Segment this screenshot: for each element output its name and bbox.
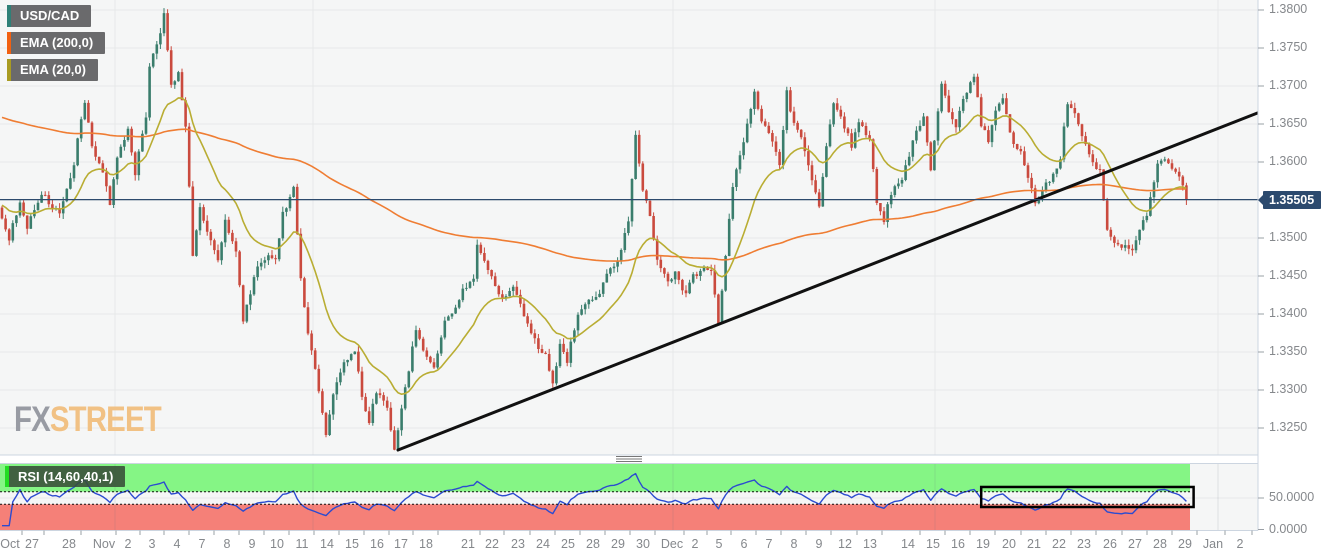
legend-item-ema20[interactable]: EMA (20,0) (7, 59, 98, 81)
watermark-street: STREET (49, 400, 162, 439)
current-price-value: 1.35505 (1269, 193, 1315, 207)
rsi-indicator-badge[interactable]: RSI (14,60,40,1) (5, 466, 126, 487)
rsi-accent-bar (5, 466, 9, 487)
ema20-label: EMA (20,0) (20, 62, 86, 77)
symbol-label: USD/CAD (20, 8, 80, 23)
rsi-label: RSI (14,60,40,1) (18, 469, 114, 484)
symbol-accent-bar (7, 5, 11, 27)
legend-item-ema200[interactable]: EMA (200,0) (7, 32, 106, 54)
ema200-label: EMA (200,0) (20, 35, 94, 50)
current-price-badge: 1.35505 (1257, 191, 1322, 209)
watermark-fx: FX (14, 400, 51, 439)
ema20-accent-bar (7, 59, 11, 81)
fxstreet-watermark: FXSTREET (14, 400, 162, 440)
pane-resize-handle[interactable] (616, 456, 642, 462)
legend-item-symbol[interactable]: USD/CAD (7, 5, 92, 27)
ema200-accent-bar (7, 32, 11, 54)
